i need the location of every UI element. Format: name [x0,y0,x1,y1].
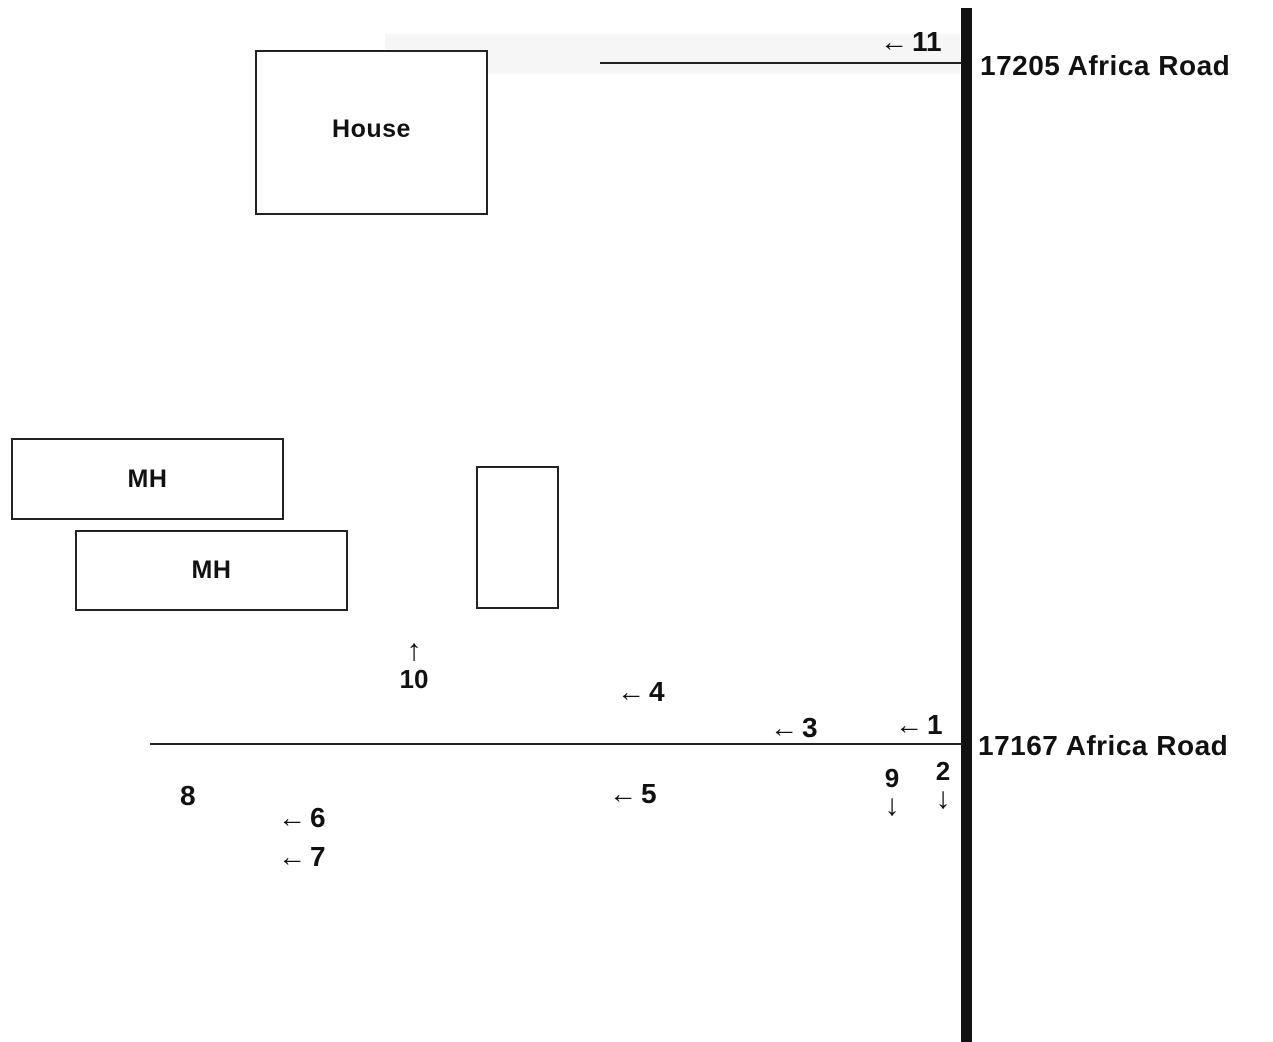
africa-road-line [961,8,972,1042]
lower-driveway-line [150,743,962,745]
upper-driveway-line [600,62,962,64]
marker-1: ← 1 [895,711,943,739]
marker-2: 2 ↓ [928,758,958,814]
marker-9-number: 9 [884,763,900,793]
marker-7-number: 7 [310,841,326,872]
upper-address-label: 17205 Africa Road [980,50,1231,81]
marker-4-number: 4 [649,676,665,707]
left-arrow-icon: ← [617,676,645,707]
mobile-home-1-label: MH [127,464,168,493]
outbuilding [476,466,559,609]
mobile-home-2-label: MH [191,556,232,584]
down-arrow-icon: ↓ [935,782,951,815]
house-label: House [332,115,411,143]
lower-address-label: 17167 Africa Road [978,730,1229,761]
left-arrow-icon: ← [880,26,908,57]
marker-11-number: 11 [912,26,942,57]
left-arrow-icon: ← [770,712,798,743]
down-arrow-icon: ↓ [884,789,900,822]
marker-6-number: 6 [310,802,326,833]
marker-5: ← 5 [609,780,657,808]
left-arrow-icon: ← [278,802,306,833]
marker-2-number: 2 [935,756,951,786]
marker-1-number: 1 [927,709,943,740]
marker-8: 8 [180,782,196,810]
marker-10: ↑ 10 [396,634,432,694]
left-arrow-icon: ← [895,709,923,740]
left-arrow-icon: ← [609,778,637,809]
marker-4: ← 4 [617,678,665,706]
marker-3: ← 3 [770,714,818,742]
marker-9: 9 ↓ [877,765,907,821]
mobile-home-2: MH [75,530,348,611]
marker-6: ← 6 [278,804,326,832]
marker-3-number: 3 [802,712,818,743]
mobile-home-1: MH [11,438,284,520]
house-structure: House [255,50,488,215]
marker-5-number: 5 [641,778,657,809]
marker-8-number: 8 [180,780,196,811]
marker-10-number: 10 [399,664,429,694]
up-arrow-icon: ↑ [406,634,422,667]
marker-7: ← 7 [278,843,326,871]
marker-11: ← 11 [880,28,942,56]
left-arrow-icon: ← [278,841,306,872]
